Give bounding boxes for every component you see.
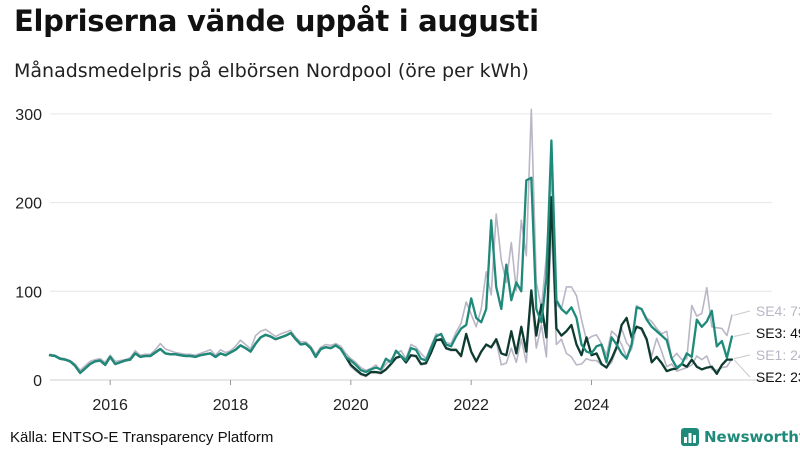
- y-tick-label: 300: [15, 107, 42, 124]
- x-tick-label: 2024: [574, 397, 610, 414]
- bar-chart-logo-icon: [681, 428, 699, 446]
- y-tick-label: 0: [33, 373, 42, 390]
- series-end-labels: SE4: 73 SE1: 24 SE2: 23 SE3: 49: [733, 303, 800, 385]
- x-tick-label: 2022: [453, 397, 489, 414]
- brand-logo[interactable]: Newsworthy: [681, 427, 800, 447]
- series-label-se4: SE4: 73: [756, 303, 800, 319]
- label-leader-line: [733, 354, 751, 360]
- x-tick-label: 2018: [213, 397, 249, 414]
- label-leader-line: [733, 332, 750, 338]
- label-leader-line: [733, 310, 751, 316]
- label-leader-line: [733, 359, 751, 378]
- y-tick-label: 100: [15, 284, 42, 301]
- series-label-se3: SE3: 49: [756, 325, 800, 341]
- y-tick-label: 200: [15, 196, 42, 213]
- chart-subtitle: Månadsmedelpris på elbörsen Nordpool (ör…: [14, 60, 529, 82]
- y-axis-ticks: 0 100 200 300: [15, 107, 42, 390]
- chart-gridlines: [50, 113, 772, 381]
- x-tick-label: 2016: [92, 397, 128, 414]
- x-axis-ticks: 2016 2018 2020 2022 2024: [92, 380, 609, 414]
- source-note: Källa: ENTSO-E Transparency Platform: [10, 429, 274, 446]
- chart-series: [48, 108, 734, 378]
- series-label-se2: SE2: 23: [756, 369, 800, 385]
- series-line-se3: [48, 139, 734, 375]
- x-tick-label: 2020: [333, 397, 369, 414]
- brand-name: Newsworthy: [704, 428, 800, 446]
- series-label-se1: SE1: 24: [756, 347, 800, 363]
- chart-title: Elpriserna vände uppåt i augusti: [14, 4, 539, 38]
